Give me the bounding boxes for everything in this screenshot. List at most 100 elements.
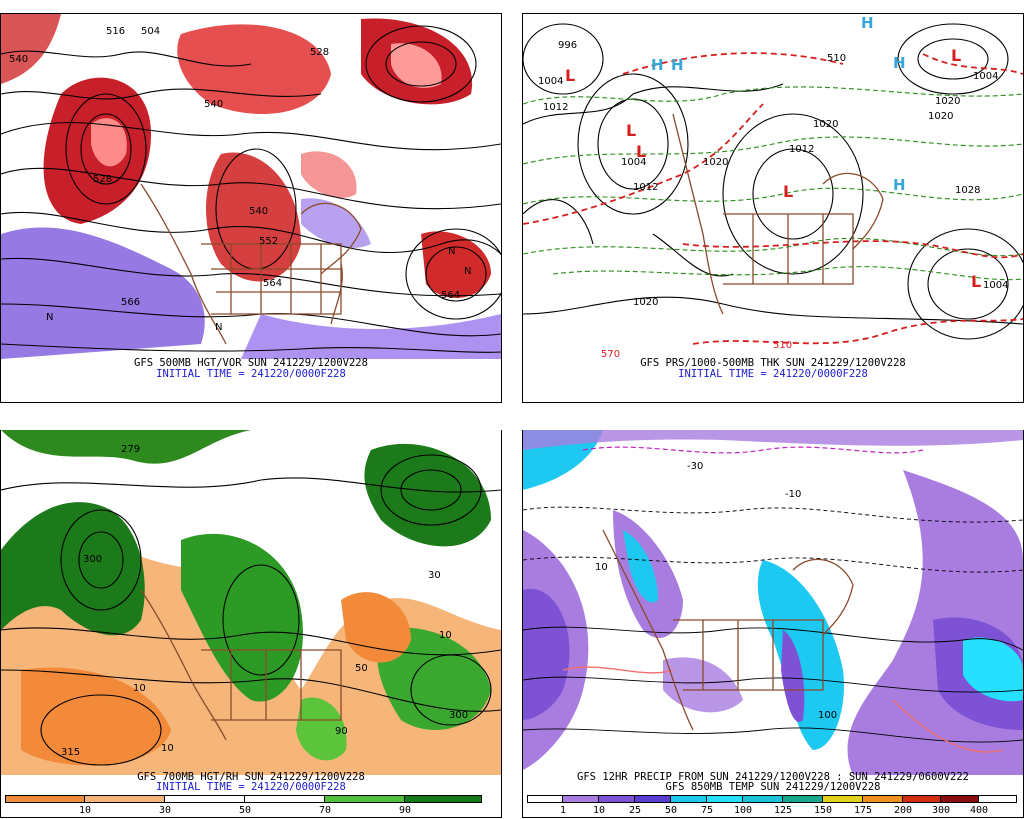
high-marker: H [893, 176, 906, 194]
map-label: 1028 [955, 185, 981, 196]
panel-caption: GFS 500MB HGT/VOR SUN 241229/1200V228 [134, 357, 368, 369]
colorbar-tick: 25 [628, 805, 642, 816]
pressure-mark: N [46, 312, 54, 323]
map-label: 570 [601, 349, 621, 360]
colorbar-swatch [941, 795, 979, 803]
panel-500mb-hgt-vor: 540 528 516 504 540 528 540 552 564 566 … [0, 13, 502, 403]
map-label: 1004 [538, 76, 564, 87]
colorbar-swatch [671, 795, 707, 803]
map-label: 510 [773, 340, 793, 351]
colorbar-swatch [245, 795, 325, 803]
map-label: 1020 [928, 111, 954, 122]
colorbar-tick: 50 [238, 805, 252, 816]
map-label: 1020 [935, 96, 961, 107]
colorbar-swatch [85, 795, 165, 803]
map-label: 516 [106, 26, 126, 37]
map-label: 10 [161, 743, 174, 754]
colorbar-swatch [165, 795, 245, 803]
high-marker: H [651, 56, 664, 74]
low-marker: L [783, 182, 794, 201]
colorbar-tick: 90 [398, 805, 412, 816]
pressure-mark: N [448, 246, 456, 257]
colorbar-swatch [903, 795, 941, 803]
map-700mb [1, 430, 501, 775]
map-label: 1020 [633, 297, 659, 308]
low-marker: L [951, 46, 962, 65]
colorbar-tick: 70 [318, 805, 332, 816]
map-label: 540 [249, 206, 269, 217]
panel-caption: GFS 700MB HGT/RH SUN 241229/1200V228 [137, 771, 365, 783]
colorbar-swatch [325, 795, 405, 803]
map-label: 1004 [973, 71, 999, 82]
colorbar-swatch [707, 795, 743, 803]
pressure-mark: N [464, 266, 472, 277]
map-label: 30 [428, 570, 441, 581]
map-label: 540 [204, 99, 224, 110]
map-label: 100 [818, 710, 838, 721]
map-label: 996 [558, 40, 578, 51]
colorbar-tick: 300 [931, 805, 951, 816]
colorbar-tick: 10 [592, 805, 606, 816]
panel-caption: GFS PRS/1000-500MB THK SUN 241229/1200V2… [640, 357, 906, 369]
panel-initial-time: INITIAL TIME = 241220/0000F228 [156, 781, 346, 793]
colorbar-swatch [743, 795, 783, 803]
map-label: 528 [93, 174, 113, 185]
high-marker: H [671, 56, 684, 74]
colorbar-swatch [783, 795, 823, 803]
precip-colorbar: 1 10 25 50 75 100 125 150 175 200 300 40… [527, 795, 1017, 817]
map-label: 300 [449, 710, 469, 721]
map-label: 1020 [703, 157, 729, 168]
panel-12hr-precip: -30 -10 10 100 GFS 12HR PRECIP FROM SUN … [522, 430, 1024, 818]
colorbar-swatch [563, 795, 599, 803]
high-marker: H [893, 54, 906, 72]
map-label: 300 [83, 554, 103, 565]
panel-caption-2: GFS 850MB TEMP SUN 241229/1200V228 [665, 781, 881, 793]
map-label: 10 [439, 630, 452, 641]
colorbar-tick: 200 [893, 805, 913, 816]
map-500mb [1, 14, 501, 359]
map-label: 279 [121, 444, 141, 455]
colorbar-tick: 175 [853, 805, 873, 816]
colorbar-tick: 400 [969, 805, 989, 816]
colorbar-tick: 10 [78, 805, 92, 816]
map-label: 50 [355, 663, 368, 674]
low-marker: L [565, 66, 576, 85]
map-label: 564 [263, 278, 283, 289]
map-label: 504 [141, 26, 161, 37]
map-label: 10 [133, 683, 146, 694]
map-label: 1020 [813, 119, 839, 130]
map-label: -10 [785, 489, 802, 500]
panel-initial-time: INITIAL TIME = 241220/0000F228 [156, 368, 346, 380]
colorbar-swatch [635, 795, 671, 803]
map-label: 1012 [543, 102, 569, 113]
colorbar-swatch [863, 795, 903, 803]
map-label: 1012 [789, 144, 815, 155]
map-label: 315 [61, 747, 81, 758]
map-label: 10 [595, 562, 608, 573]
colorbar-tick: 125 [773, 805, 793, 816]
rh-colorbar: 10 30 50 70 90 [5, 795, 482, 817]
map-label: 90 [335, 726, 348, 737]
panel-700mb-hgt-rh: 279 300 10 315 10 50 30 90 300 10 GFS 70… [0, 430, 502, 818]
low-marker: L [626, 121, 637, 140]
colorbar-tick: 30 [158, 805, 172, 816]
map-precip [523, 430, 1023, 775]
map-label: 1004 [621, 157, 647, 168]
colorbar-swatch [823, 795, 863, 803]
low-marker: L [971, 272, 982, 291]
low-marker: L [636, 142, 647, 161]
high-marker: H [861, 14, 874, 32]
colorbar-tick: 75 [700, 805, 714, 816]
colorbar-swatch [5, 795, 85, 803]
pressure-mark: N [215, 322, 223, 333]
colorbar-tick: 150 [813, 805, 833, 816]
map-label: 552 [259, 236, 279, 247]
colorbar-tick: 100 [733, 805, 753, 816]
map-label: 510 [827, 53, 847, 64]
map-label: 566 [121, 297, 141, 308]
map-label: 540 [9, 54, 29, 65]
colorbar-swatch [527, 795, 563, 803]
colorbar-swatch [599, 795, 635, 803]
colorbar-tick: 50 [664, 805, 678, 816]
map-label: -30 [687, 461, 704, 472]
